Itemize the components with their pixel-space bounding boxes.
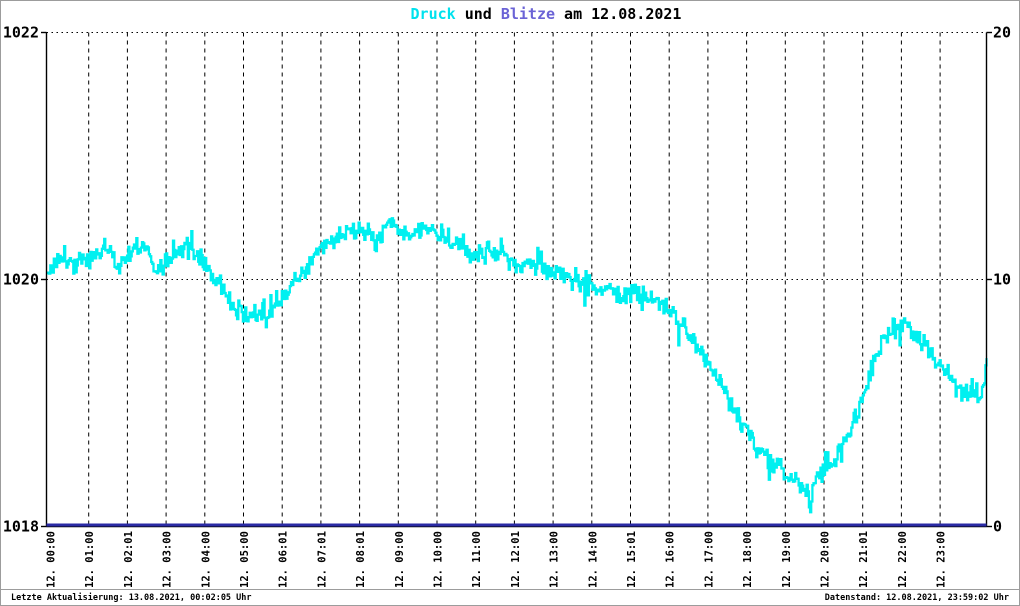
vertical-gridlines [88, 32, 941, 527]
x-tick-label: 12. 17:00 [703, 531, 715, 588]
status-bar: Letzte Aktualisierung: 13.08.2021, 00:02… [1, 589, 1019, 605]
x-tick-label: 12. 05:00 [239, 531, 251, 588]
x-tick-label: 12. 22:00 [897, 531, 909, 588]
title-blitze-label: Blitze [500, 5, 556, 23]
x-tick-label: 12. 03:00 [162, 531, 174, 588]
right-axis-labels: 20 10 0 [986, 24, 1011, 536]
x-tick-label: 12. 08:01 [355, 531, 367, 588]
title-und-label: und [455, 5, 501, 23]
y-right-tick-label: 10 [993, 271, 1011, 289]
x-tick-label: 12. 12:01 [510, 531, 522, 588]
horizontal-gridlines [46, 32, 987, 280]
y-left-tick-label: 1018 [3, 518, 39, 536]
left-axis-labels: 1022 1020 1018 [3, 24, 47, 536]
x-tick-label: 12. 21:01 [858, 531, 870, 588]
x-tick-label: 12. 18:00 [742, 531, 754, 588]
y-left-tick-label: 1022 [3, 24, 39, 42]
x-tick-label: 12. 13:00 [549, 531, 561, 588]
last-update-label: Letzte Aktualisierung: 13.08.2021, 00:02… [11, 592, 252, 603]
x-tick-label: 12. 11:00 [471, 531, 483, 588]
x-tick-label: 12. 16:00 [665, 531, 677, 588]
page-title: Druck und Blitze am 12.08.2021 [73, 5, 1019, 23]
x-tick-label: 12. 15:01 [626, 531, 638, 588]
x-tick-label: 12. 00:00 [46, 531, 58, 588]
druck-series-line [46, 217, 988, 514]
data-timestamp-label: Datenstand: 12.08.2021, 23:59:02 Uhr [824, 592, 1009, 603]
x-tick-label: 12. 06:01 [278, 531, 290, 588]
y-right-tick-label: 0 [993, 518, 1002, 536]
x-tick-label: 12. 09:00 [394, 531, 406, 588]
x-tick-label: 12. 10:00 [433, 531, 445, 588]
title-druck-label: Druck [410, 5, 456, 23]
x-axis-labels: 12. 00:00 12. 01:00 12. 02:01 12. 03:00 12. … [46, 531, 948, 588]
x-tick-label: 12. 23:00 [936, 531, 948, 588]
x-tick-label: 12. 07:01 [316, 531, 328, 588]
y-left-tick-label: 1020 [3, 271, 39, 289]
title-date-label: am 12.08.2021 [555, 5, 682, 23]
x-tick-label: 12. 01:00 [84, 531, 96, 588]
x-tick-label: 12. 20:00 [820, 531, 832, 588]
x-tick-label: 12. 02:01 [123, 531, 135, 588]
y-right-tick-label: 20 [993, 24, 1011, 42]
x-tick-label: 12. 04:00 [200, 531, 212, 588]
x-tick-label: 12. 14:00 [587, 531, 599, 588]
x-tick-label: 12. 19:00 [781, 531, 793, 588]
